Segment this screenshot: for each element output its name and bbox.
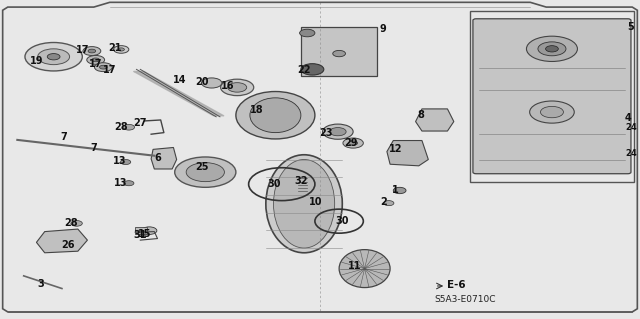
Text: 4: 4 <box>625 113 631 123</box>
Text: 28: 28 <box>65 218 78 228</box>
Text: 30: 30 <box>268 179 281 189</box>
Text: 3: 3 <box>38 279 44 289</box>
Text: 7: 7 <box>60 132 67 142</box>
Bar <box>301 27 378 76</box>
Text: 19: 19 <box>29 56 43 66</box>
Text: 23: 23 <box>319 128 333 137</box>
Text: 17: 17 <box>76 45 90 56</box>
Circle shape <box>538 42 566 56</box>
Circle shape <box>540 106 563 118</box>
Circle shape <box>38 49 70 65</box>
Text: 25: 25 <box>195 162 209 172</box>
Circle shape <box>25 42 83 71</box>
Circle shape <box>349 141 358 145</box>
Text: 14: 14 <box>173 75 187 85</box>
FancyBboxPatch shape <box>473 19 631 174</box>
Text: 18: 18 <box>250 106 263 115</box>
Circle shape <box>100 65 107 69</box>
Bar <box>135 227 147 234</box>
Text: 28: 28 <box>115 122 128 132</box>
Circle shape <box>301 64 324 75</box>
Text: 22: 22 <box>298 65 311 75</box>
Text: 17: 17 <box>103 65 116 75</box>
Circle shape <box>120 160 131 165</box>
Text: 13: 13 <box>115 178 128 188</box>
Circle shape <box>92 58 100 62</box>
Circle shape <box>88 49 96 53</box>
Circle shape <box>118 48 124 51</box>
Text: 26: 26 <box>61 240 75 250</box>
Circle shape <box>87 56 104 64</box>
Text: 7: 7 <box>90 144 97 153</box>
Circle shape <box>545 46 558 52</box>
Text: 6: 6 <box>154 153 161 163</box>
Circle shape <box>384 201 394 206</box>
Circle shape <box>527 36 577 62</box>
Polygon shape <box>387 141 428 166</box>
Text: S5A3-E0710C: S5A3-E0710C <box>435 295 496 304</box>
Circle shape <box>175 157 236 187</box>
Circle shape <box>123 124 134 130</box>
Circle shape <box>113 46 129 53</box>
Text: 2: 2 <box>380 197 387 207</box>
Text: 15: 15 <box>138 229 152 239</box>
Text: 24: 24 <box>625 149 637 158</box>
Circle shape <box>530 101 574 123</box>
Text: 24: 24 <box>625 123 637 132</box>
Text: 1: 1 <box>392 184 399 195</box>
Circle shape <box>300 29 315 37</box>
Text: 9: 9 <box>379 24 386 34</box>
Circle shape <box>186 163 225 182</box>
Circle shape <box>343 138 364 148</box>
Circle shape <box>394 187 406 194</box>
Ellipse shape <box>236 92 315 139</box>
Ellipse shape <box>339 250 390 287</box>
Polygon shape <box>415 109 454 131</box>
Circle shape <box>228 83 246 92</box>
Circle shape <box>124 181 134 186</box>
Text: 8: 8 <box>417 110 424 120</box>
Polygon shape <box>151 147 177 169</box>
Text: 30: 30 <box>335 216 349 226</box>
Text: 16: 16 <box>221 81 234 91</box>
Circle shape <box>95 63 112 71</box>
Ellipse shape <box>250 98 301 133</box>
Bar <box>470 11 634 182</box>
Circle shape <box>83 47 100 56</box>
Polygon shape <box>36 229 88 253</box>
Text: 20: 20 <box>195 77 209 87</box>
Circle shape <box>47 54 60 60</box>
Circle shape <box>330 128 346 136</box>
Text: 12: 12 <box>388 145 402 154</box>
Circle shape <box>323 124 353 139</box>
Text: 29: 29 <box>344 138 357 148</box>
Circle shape <box>202 78 222 88</box>
Text: E-6: E-6 <box>447 280 466 290</box>
Text: 13: 13 <box>113 156 126 166</box>
Ellipse shape <box>266 155 342 253</box>
Text: 17: 17 <box>89 59 102 69</box>
Text: 27: 27 <box>134 118 147 128</box>
Circle shape <box>71 220 83 226</box>
Text: 21: 21 <box>108 43 122 53</box>
Ellipse shape <box>273 160 335 248</box>
Circle shape <box>221 79 253 96</box>
Text: 31: 31 <box>134 230 147 240</box>
Circle shape <box>141 227 157 234</box>
Text: 11: 11 <box>348 261 362 271</box>
Text: 10: 10 <box>308 197 323 207</box>
Circle shape <box>333 50 346 57</box>
Text: 32: 32 <box>294 176 308 186</box>
Text: 5: 5 <box>628 22 634 32</box>
